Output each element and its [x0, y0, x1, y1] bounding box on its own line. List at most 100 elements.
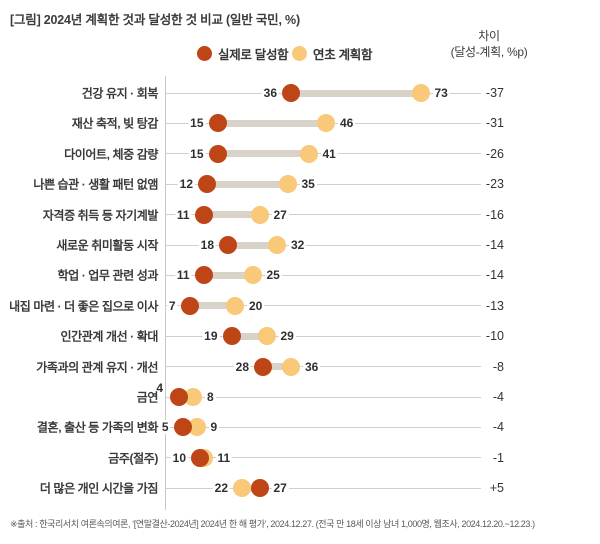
achieved-dot [194, 266, 213, 285]
legend-achieved-label: 실제로 달성함 [218, 47, 289, 62]
planned-value-label: 25 [264, 268, 282, 283]
diff-value: -10 [485, 329, 504, 344]
diff-value: +5 [489, 481, 504, 496]
achieved-dot [254, 357, 272, 376]
row-gridline [165, 274, 481, 276]
planned-value-label: 46 [338, 116, 356, 131]
source-note: ※출처 : 한국리서치 여론속의여론, ‘[연말결산-2024년] 2024년 … [10, 519, 535, 529]
achieved-dot [208, 114, 227, 133]
achieved-dot-icon [197, 45, 212, 61]
achieved-value-label: 12 [177, 177, 195, 192]
planned-dot [278, 175, 297, 194]
chart-row: 금연 4 8 -4 [0, 381, 600, 412]
achieved-value-label: 11 [174, 268, 192, 283]
category-label: 새로운 취미활동 시작 [56, 238, 158, 253]
achieved-value-label: 15 [188, 116, 206, 131]
planned-dot [226, 296, 244, 315]
achieved-dot [198, 175, 216, 194]
figure-title: [그림] 2024년 계획한 것과 달성한 것 비교 (일반 국민, %) [10, 13, 300, 27]
dumbbell-connector [263, 363, 291, 371]
chart-row: 더 많은 개인 시간을 가짐 22 27 +5 [0, 473, 600, 503]
chart-row: 인간관계 개선 · 확대 19 29 -10 [0, 321, 600, 351]
planned-value-label: 8 [205, 390, 216, 404]
achieved-dot [194, 205, 213, 224]
y-axis-line [165, 76, 166, 510]
diff-value: -1 [492, 450, 504, 465]
row-gridline [165, 487, 481, 489]
planned-dot [411, 84, 430, 102]
diff-value: -23 [485, 177, 504, 192]
planned-dot [187, 418, 206, 437]
row-gridline [165, 335, 481, 337]
planned-value-label: 20 [247, 298, 265, 313]
legend-item-achieved: 실제로 달성함 [197, 45, 289, 62]
diff-value: -13 [485, 298, 504, 313]
diff-value: -4 [492, 390, 504, 404]
planned-dot [282, 357, 300, 376]
dumbbell-connector [189, 302, 235, 310]
achieved-dot [282, 84, 300, 102]
planned-value-label: 11 [215, 450, 233, 465]
chart-row: 재산 축적, 빚 탕감 15 46 -31 [0, 108, 600, 138]
chart-row: 학업 · 업무 관련 성과 11 25 -14 [0, 260, 600, 290]
dumbbell-connector [217, 150, 309, 158]
category-label: 가족과의 관계 유지 · 개선 [36, 360, 158, 375]
chart-rows: 건강 유지 · 회복 36 73 -37 재산 축적, 빚 탕감 15 46 -31 다이어트,… [0, 76, 600, 510]
dumbbell-connector [203, 211, 260, 219]
row-gridline [165, 396, 481, 398]
achieved-value-label: 19 [202, 329, 220, 344]
category-label: 인간관계 개선 · 확대 [60, 329, 158, 344]
achieved-value-label: 4 [156, 381, 163, 395]
achieved-value-label: 7 [166, 298, 178, 313]
planned-value-label: 73 [432, 86, 450, 100]
diff-value: -14 [485, 238, 504, 252]
chart-row: 금주(절주) 10 11 -1 [0, 443, 600, 473]
achieved-value-label: 27 [271, 481, 289, 496]
chart-row: 가족과의 관계 유지 · 개선 28 36 -8 [0, 352, 600, 382]
row-gridline [165, 244, 481, 246]
planned-value-label: 35 [299, 177, 317, 192]
diff-header-line1: 차이 [478, 29, 500, 43]
achieved-dot [173, 418, 192, 437]
achieved-dot [191, 448, 209, 467]
category-label: 금연 [136, 390, 159, 405]
planned-value-label: 32 [289, 238, 307, 252]
achieved-value-label: 15 [188, 146, 206, 161]
category-label: 금주(절주) [108, 451, 158, 466]
chart-row: 새로운 취미활동 시작 18 32 -14 [0, 230, 600, 260]
planned-value-label: 29 [278, 329, 296, 344]
planned-dot [233, 479, 251, 498]
planned-value-label: 36 [303, 359, 321, 374]
category-label: 결혼, 출산 등 가족의 변화 [36, 420, 158, 435]
achieved-dot [250, 479, 269, 498]
planned-value-label: 9 [208, 420, 220, 435]
planned-dot [268, 236, 286, 254]
planned-value-label: 27 [271, 207, 289, 222]
achieved-dot [170, 388, 188, 406]
planned-dot [257, 327, 276, 346]
planned-dot-icon [292, 45, 307, 61]
category-label: 학업 · 업무 관련 성과 [57, 268, 159, 283]
chart-row: 건강 유지 · 회복 36 73 -37 [0, 78, 600, 108]
diff-value: -26 [485, 146, 504, 161]
achieved-dot [219, 236, 237, 254]
dumbbell-connector [231, 332, 267, 340]
chart-row: 내집 마련 · 더 좋은 집으로 이사 7 20 -13 [0, 291, 600, 321]
diff-value: -8 [492, 359, 504, 374]
diff-value: -16 [485, 207, 504, 222]
row-gridline [165, 426, 481, 428]
row-gridline [165, 305, 481, 307]
achieved-dot [208, 144, 227, 163]
planned-dot [299, 144, 318, 163]
dumbbell-connector [217, 119, 326, 127]
achieved-value-label: 5 [159, 420, 171, 435]
achieved-dot [180, 296, 199, 315]
diff-value: -31 [485, 116, 504, 131]
legend-planned-label: 연초 계획함 [313, 47, 373, 62]
dumbbell-connector [291, 89, 421, 97]
category-label: 나쁜 습관 · 생활 패턴 없앰 [33, 177, 158, 192]
diff-value: -4 [492, 420, 504, 435]
diff-header-line2: (달성-계획, %p) [450, 45, 528, 60]
dumbbell-connector [203, 271, 253, 279]
category-label: 자격증 취득 등 자기계발 [42, 208, 159, 223]
